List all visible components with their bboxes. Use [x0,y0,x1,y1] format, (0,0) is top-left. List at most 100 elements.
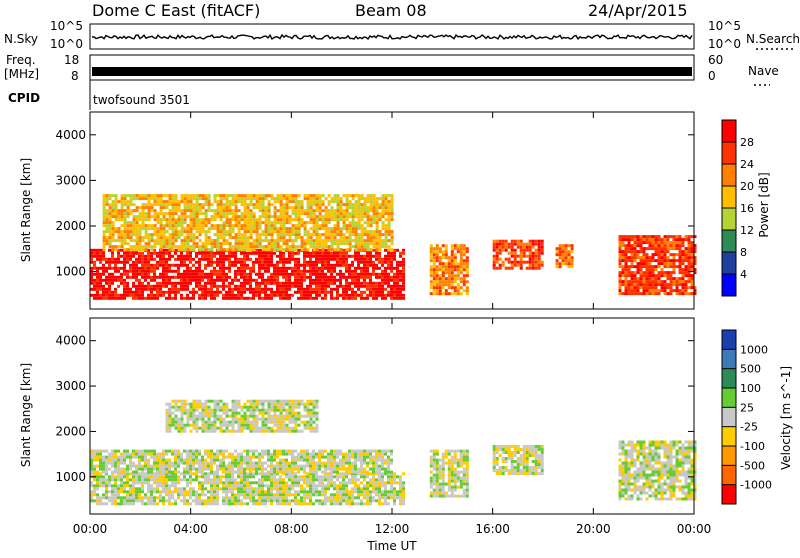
heatmap-cell [229,224,232,227]
heatmap-cell [135,297,138,300]
heatmap-cell [502,249,505,252]
heatmap-cell [391,218,394,221]
heatmap-cell [216,258,219,261]
heatmap-cell [102,475,105,478]
heatmap-cell [399,279,402,282]
heatmap-cell [460,247,463,250]
heatmap-cell [201,484,204,487]
heatmap-cell [387,276,390,279]
heatmap-cell [280,206,283,209]
heatmap-cell [129,270,132,273]
heatmap-cell [165,450,168,453]
heatmap-cell [646,277,649,280]
heatmap-cell [274,212,277,215]
heatmap-cell [258,487,261,490]
heatmap-cell [138,450,141,453]
heatmap-cell [316,218,319,221]
heatmap-cell [361,239,364,242]
heatmap-cell [363,478,366,481]
heatmap-cell [345,252,348,255]
heatmap-cell [631,283,634,286]
heatmap-cell [301,239,304,242]
heatmap-cell [123,484,126,487]
heatmap-cell [295,227,298,230]
heatmap-cell [363,487,366,490]
heatmap-cell [156,484,159,487]
heatmap-cell [205,218,208,221]
heatmap-cell [439,280,442,283]
heatmap-cell [93,478,96,481]
heatmap-cell [390,493,393,496]
heatmap-cell [291,270,294,273]
heatmap-cell [369,490,372,493]
heatmap-cell [244,227,247,230]
heatmap-cell [520,243,523,246]
heatmap-cell [319,224,322,227]
heatmap-cell [166,239,169,242]
heatmap-cell [192,297,195,300]
heatmap-cell [565,247,568,250]
heatmap-cell [256,233,259,236]
heatmap-cell [295,200,298,203]
heatmap-cell [277,242,280,245]
heatmap-cell [348,264,351,267]
heatmap-cell [157,236,160,239]
heatmap-cell [297,490,300,493]
heatmap-cell [685,247,688,250]
heatmap-cell [664,253,667,256]
heatmap-cell [451,277,454,280]
heatmap-cell [184,209,187,212]
heatmap-cell [219,252,222,255]
heatmap-cell [138,258,141,261]
heatmap-cell [175,230,178,233]
heatmap-cell [249,475,252,478]
heatmap-cell [177,270,180,273]
heatmap-cell [108,484,111,487]
heatmap-cell [216,288,219,291]
heatmap-cell [106,209,109,212]
heatmap-cell [96,450,99,453]
heatmap-cell [448,280,451,283]
heatmap-cell [111,465,114,468]
heatmap-cell [210,288,213,291]
heatmap-cell [120,255,123,258]
heatmap-cell [375,297,378,300]
heatmap-cell [538,252,541,255]
heatmap-cell [111,273,114,276]
heatmap-cell [253,206,256,209]
heatmap-cell [159,462,162,465]
heatmap-cell [138,453,141,456]
heatmap-cell [343,194,346,197]
heatmap-cell [340,233,343,236]
heatmap-cell [232,200,235,203]
heatmap-cell [387,252,390,255]
heatmap-cell [195,276,198,279]
heatmap-cell [181,200,184,203]
heatmap-cell [195,502,198,505]
heatmap-cell [202,194,205,197]
heatmap-cell [232,209,235,212]
heatmap-cell [201,459,204,462]
heatmap-cell [442,292,445,295]
heatmap-cell [351,496,354,499]
heatmap-cell [169,245,172,248]
heatmap-cell [364,215,367,218]
heatmap-cell [376,248,379,251]
heatmap-cell [342,258,345,261]
heatmap-cell [300,297,303,300]
heatmap-cell [369,493,372,496]
heatmap-cell [436,244,439,247]
heatmap-cell [126,282,129,285]
heatmap-cell [139,242,142,245]
heatmap-cell [229,203,232,206]
heatmap-cell [180,499,183,502]
heatmap-cell [664,280,667,283]
heatmap-cell [625,244,628,247]
heatmap-cell [378,481,381,484]
heatmap-cell [235,242,238,245]
heatmap-cell [219,255,222,258]
heatmap-cell [396,273,399,276]
heatmap-cell [168,267,171,270]
heatmap-cell [237,270,240,273]
heatmap-cell [105,297,108,300]
